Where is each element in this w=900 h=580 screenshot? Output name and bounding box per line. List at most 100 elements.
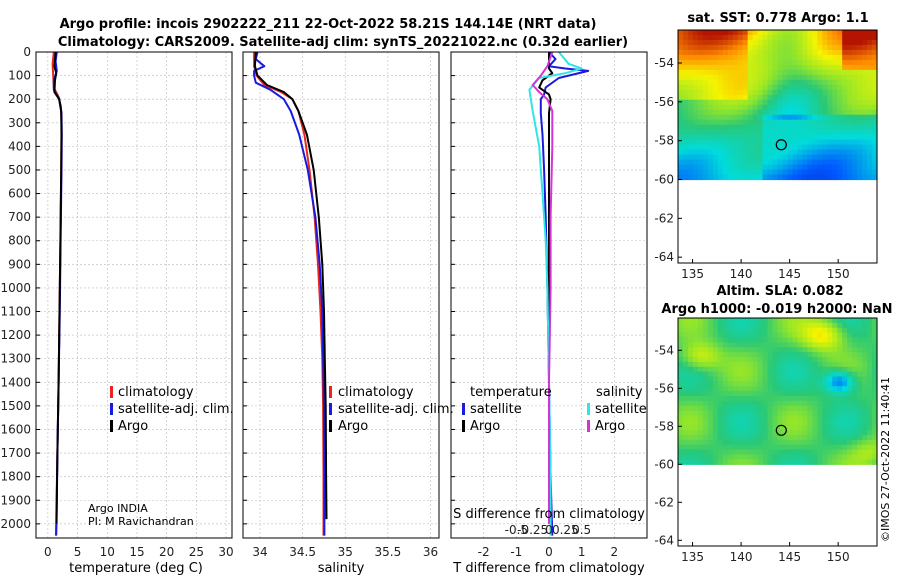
map-cell [837, 84, 843, 91]
map-cell [832, 391, 838, 397]
map-cell [722, 174, 729, 181]
map-cell [697, 361, 704, 368]
map-cell [862, 79, 868, 86]
map-cell [747, 396, 754, 402]
map-cell [842, 347, 848, 353]
map-cell [857, 371, 863, 378]
map-cell [857, 357, 863, 363]
map-cell [787, 64, 794, 71]
map-cell [817, 400, 823, 407]
map-cell [827, 400, 833, 407]
map-cell [737, 89, 744, 96]
map-cell [872, 405, 878, 412]
map-cell [747, 361, 754, 368]
map-cell [697, 169, 704, 176]
map-cell [747, 327, 754, 334]
map-cell [767, 376, 774, 382]
map-cell [737, 425, 744, 431]
map-cell [862, 405, 868, 412]
map-cell [812, 79, 818, 86]
map-cell [697, 405, 704, 412]
map-cell [862, 84, 868, 91]
depth-tick-label: 300 [8, 116, 31, 130]
map-cell [762, 54, 769, 61]
map-cell [747, 154, 754, 161]
map-cell [862, 459, 868, 465]
map-cell [867, 54, 873, 61]
map-cell [867, 400, 873, 407]
map-cell [817, 430, 823, 436]
map-cell [802, 139, 808, 146]
map-cell [757, 134, 764, 141]
legend-swatch-sal-satellite [587, 403, 590, 415]
map-cell [692, 109, 699, 116]
map-cell [787, 400, 794, 407]
map-cell [822, 318, 828, 324]
map-cell [682, 79, 689, 86]
map-cell [832, 439, 838, 446]
map-cell [687, 357, 694, 363]
map-cell [782, 449, 789, 456]
map-cell [722, 459, 729, 465]
map-cell [712, 139, 719, 146]
map-cell [857, 134, 863, 141]
map-cell [752, 327, 759, 334]
map-cell [807, 391, 813, 397]
map-cell [687, 134, 694, 141]
map-cell [707, 109, 714, 116]
map-cell [817, 342, 823, 348]
map-cell [797, 34, 803, 41]
map-cell [732, 59, 739, 66]
map-cell [857, 94, 863, 101]
x-tick-label: 0 [44, 545, 52, 559]
map-cell [757, 69, 764, 76]
map-cell [762, 361, 769, 368]
map-cell [692, 454, 699, 461]
map-cell [847, 124, 853, 131]
map-cell [692, 357, 699, 363]
map-cell [807, 347, 813, 353]
map-cell [822, 39, 828, 46]
map-cell [722, 114, 729, 121]
map-cell [682, 164, 689, 171]
map-cell [812, 114, 818, 121]
map-cell [832, 405, 838, 412]
map-cell [837, 332, 843, 339]
map-cell [852, 154, 858, 161]
map-cell [717, 439, 724, 446]
map-cell [832, 410, 838, 417]
map-cell [717, 134, 724, 141]
map-cell [782, 342, 789, 348]
map-cell [792, 149, 798, 156]
map-cell [832, 449, 838, 456]
map-cell [822, 169, 828, 176]
map-cell [792, 342, 798, 348]
map-cell [792, 371, 798, 378]
map-cell [812, 89, 818, 96]
map-cell [712, 69, 719, 76]
map-cell [678, 79, 684, 86]
map-cell [747, 119, 754, 126]
map-cell [762, 400, 769, 407]
map-cell [802, 430, 808, 436]
map-cell [682, 347, 689, 353]
map-cell [872, 391, 878, 397]
map-cell [692, 174, 699, 181]
map-cell [837, 342, 843, 348]
map-cell [717, 114, 724, 121]
map-cell [867, 164, 873, 171]
map-cell [792, 405, 798, 412]
map-cell [767, 396, 774, 402]
map-cell [822, 139, 828, 146]
depth-tick-label: 1500 [0, 399, 31, 413]
map-cell [817, 444, 823, 451]
map-cell [702, 439, 709, 446]
map-cell [817, 366, 823, 373]
lat-tick-label: -62 [654, 495, 674, 509]
map-cell [737, 347, 744, 353]
map-cell [737, 405, 744, 412]
map-cell [797, 376, 803, 382]
map-cell [687, 337, 694, 343]
map-cell [752, 79, 759, 86]
map-cell [702, 74, 709, 81]
